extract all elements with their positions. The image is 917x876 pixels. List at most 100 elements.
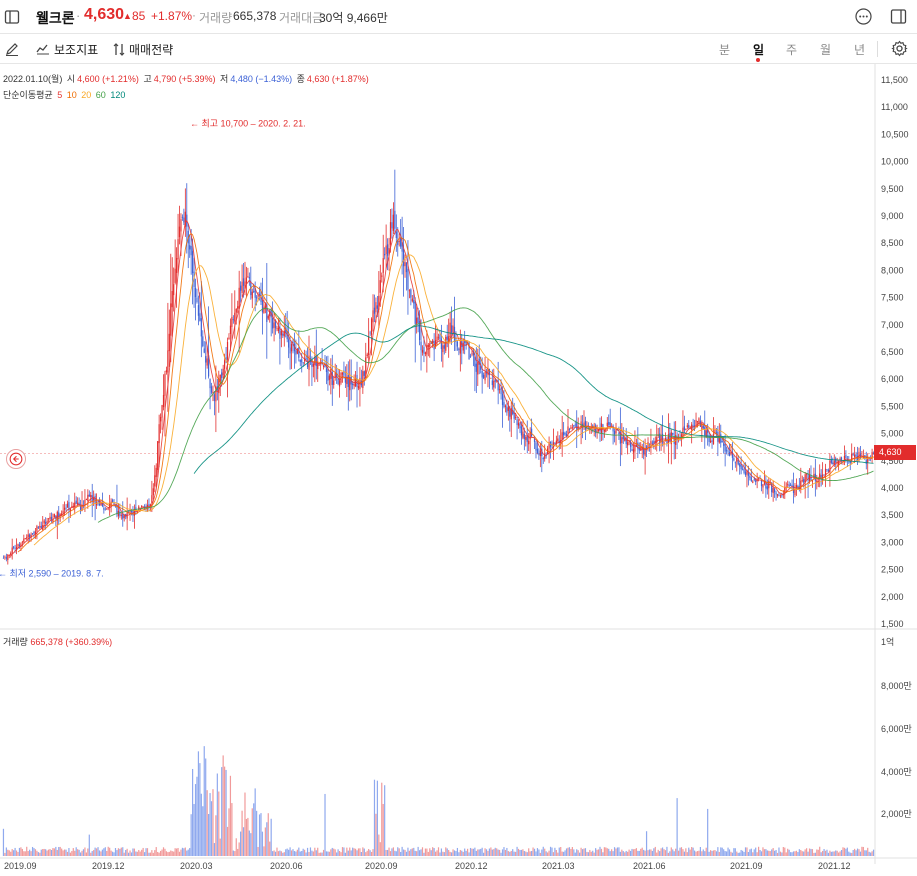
volume-bar xyxy=(205,758,207,856)
stock-name[interactable]: 웰크론 xyxy=(36,10,75,26)
volume-bar xyxy=(536,848,539,856)
volume-bar xyxy=(39,852,41,856)
candle-body xyxy=(36,526,38,532)
candle-body xyxy=(235,309,237,313)
period-month-tab[interactable]: 월 xyxy=(820,43,832,57)
candle-body xyxy=(743,468,745,473)
ma-legend[interactable]: 단순이동평균 5 10 20 60 120 xyxy=(3,88,127,101)
candle-body xyxy=(595,425,597,434)
period-year-tab[interactable]: 년 xyxy=(854,43,866,57)
volume-bar xyxy=(701,851,703,856)
volume-bar xyxy=(433,848,435,856)
volume-bar xyxy=(368,848,370,856)
candle-body xyxy=(272,317,274,329)
volume-bar xyxy=(405,851,408,856)
candle-body xyxy=(389,222,392,245)
volume-bar xyxy=(683,851,685,856)
candle-body xyxy=(778,494,780,496)
volume-bar xyxy=(475,850,477,856)
price-chart[interactable]: 11,500 11,000 10,500 10,000 9,500 9,000 8,500 8… xyxy=(0,64,917,876)
indicators-label: 보조지표 xyxy=(54,42,99,57)
volume-bar xyxy=(785,852,787,856)
date-tick-label: 2019.09 xyxy=(4,861,37,871)
volume-bar xyxy=(135,851,137,856)
volume-bar xyxy=(605,847,607,856)
volume-bar xyxy=(90,852,92,856)
candle-body xyxy=(849,461,851,464)
panel-toggle-icon[interactable] xyxy=(4,9,20,25)
volume-bar xyxy=(538,849,540,856)
volume-bar xyxy=(37,852,39,856)
volume-bar xyxy=(394,850,396,856)
volume-bar xyxy=(282,852,284,856)
volume-bar xyxy=(836,850,838,856)
candle-body xyxy=(555,440,557,444)
pencil-icon[interactable] xyxy=(4,41,20,57)
candle-body xyxy=(103,508,105,510)
candle-body xyxy=(369,332,371,334)
candle-body xyxy=(542,457,544,460)
candle-body xyxy=(68,502,70,511)
volume-bar xyxy=(814,852,816,856)
volume-bar xyxy=(753,849,755,856)
volume-bar xyxy=(23,851,25,856)
volume-bar xyxy=(110,850,112,856)
volume-bar xyxy=(797,852,799,856)
volume-bar xyxy=(718,851,720,856)
volume-bar xyxy=(712,850,715,856)
volume-bar xyxy=(778,847,780,856)
date-tick-label: 2019.12 xyxy=(92,861,125,871)
volume-bar xyxy=(625,850,627,856)
volume-bar xyxy=(791,852,793,856)
volume-bar xyxy=(568,847,571,856)
volume-bar xyxy=(808,848,811,856)
volume-bar xyxy=(52,848,54,856)
volume-bar xyxy=(301,850,303,856)
volume-bar xyxy=(385,849,387,856)
volume-bar xyxy=(65,849,67,856)
candle-body xyxy=(747,471,750,476)
volume-bar xyxy=(503,847,505,856)
candle-body xyxy=(733,458,735,461)
volume-bar xyxy=(478,849,480,856)
candle-body xyxy=(417,317,419,324)
volume-bar xyxy=(322,849,325,856)
volume-bar xyxy=(574,852,576,856)
candle-body xyxy=(248,277,250,279)
volume-bar xyxy=(806,848,808,856)
volume-bar xyxy=(50,849,53,856)
volume-bar xyxy=(318,852,320,856)
candle-body xyxy=(548,442,550,449)
candle-body xyxy=(605,428,607,432)
period-week-tab[interactable]: 주 xyxy=(786,43,798,57)
volume-bar xyxy=(341,847,344,856)
candle-body xyxy=(411,298,413,302)
volume-bar xyxy=(870,852,872,856)
candle-body xyxy=(394,210,396,229)
volume-bar xyxy=(424,848,427,856)
volume-bar xyxy=(154,850,156,856)
candle-body xyxy=(304,358,306,362)
sidebar-icon[interactable] xyxy=(890,8,907,25)
back-arrow-icon[interactable] xyxy=(6,449,26,469)
volume-bar xyxy=(596,849,598,856)
candle-body xyxy=(632,449,635,453)
volume-bar xyxy=(219,838,221,856)
period-day-tab[interactable]: 일 xyxy=(753,43,765,57)
price-tick-label: 4,000 xyxy=(881,483,904,493)
period-minute-tab[interactable]: 분 xyxy=(719,43,731,57)
candle-body xyxy=(263,307,265,314)
volume-bar xyxy=(363,848,365,856)
volume-bar xyxy=(395,851,397,856)
candle-body xyxy=(59,514,61,517)
candle-body xyxy=(381,275,383,277)
candle-body xyxy=(709,440,712,443)
volume-bar xyxy=(357,848,360,856)
volume-bar xyxy=(709,850,712,856)
more-icon[interactable] xyxy=(855,8,872,25)
volume-bar xyxy=(237,848,239,856)
volume-bar xyxy=(72,848,74,856)
indicators-button[interactable]: 보조지표 xyxy=(36,40,98,58)
gear-icon[interactable] xyxy=(891,40,908,57)
strategy-button[interactable]: 매매전략 xyxy=(113,40,173,58)
